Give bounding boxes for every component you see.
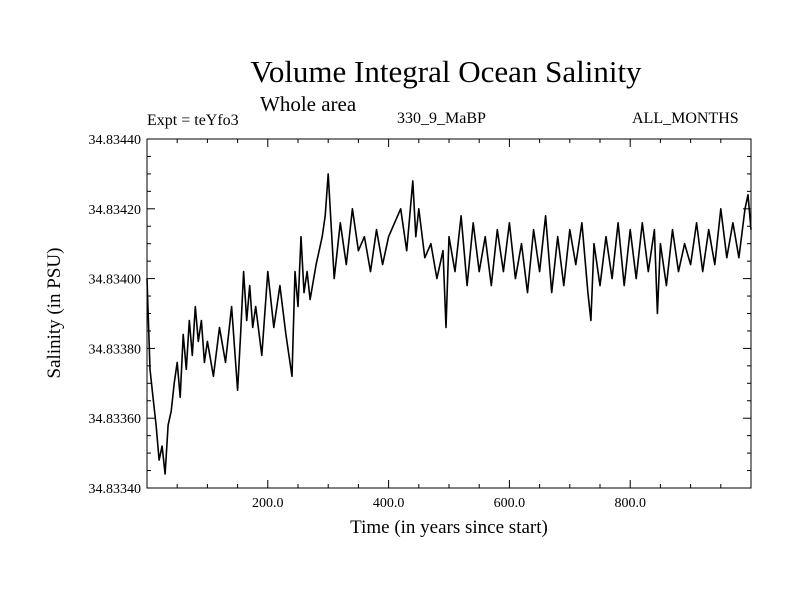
x-tick-label: 800.0: [614, 496, 646, 511]
plot-frame: [146, 138, 752, 489]
y-tick-label: 34.83440: [89, 133, 142, 148]
experiment-label: Expt = teYfo3: [147, 112, 239, 129]
chart-subtitle: Whole area: [260, 92, 357, 116]
y-tick-label: 34.83380: [89, 342, 142, 357]
salinity-series-line: [146, 173, 752, 475]
months-label: ALL_MONTHS: [632, 110, 739, 127]
y-tick-label: 34.83360: [89, 412, 142, 427]
y-tick-label: 34.83340: [89, 482, 142, 497]
x-axis-label: Time (in years since start): [350, 517, 548, 538]
x-axis: 200.0 400.0 600.0 800.0: [176, 139, 722, 511]
chart-title: Volume Integral Ocean Salinity: [250, 54, 642, 89]
x-tick-label: 400.0: [373, 496, 405, 511]
y-axis: 34.83340 34.83360 34.83380 34.83400 34.83420…: [89, 133, 751, 497]
x-tick-label: 200.0: [252, 496, 284, 511]
period-label: 330_9_MaBP: [397, 110, 486, 127]
y-tick-label: 34.83400: [89, 273, 142, 288]
y-tick-label: 34.83420: [89, 203, 142, 218]
x-tick-label: 600.0: [494, 496, 526, 511]
y-axis-label: Salinity (in PSU): [44, 248, 65, 379]
